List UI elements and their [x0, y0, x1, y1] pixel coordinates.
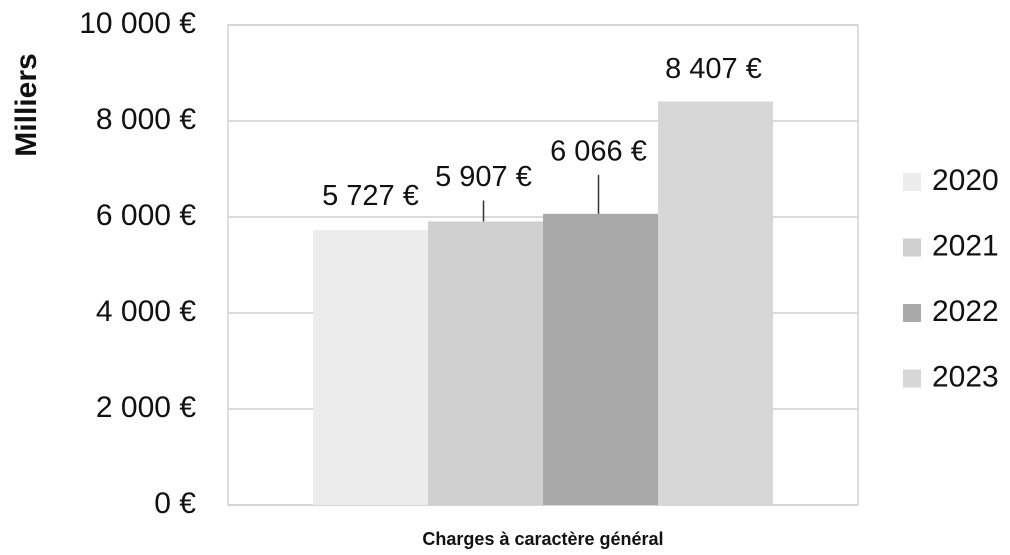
bar [543, 213, 658, 505]
y-tick-label: 4 000 € [96, 295, 196, 328]
value-label: 5 907 € [435, 161, 532, 193]
bar [313, 230, 428, 505]
legend-swatch [903, 369, 921, 388]
y-tick-label: 0 € [154, 487, 196, 520]
bar [658, 101, 773, 506]
legend-swatch [903, 173, 921, 191]
y-tick-label: 10 000 € [79, 7, 196, 40]
legend-swatch [903, 238, 921, 257]
legend-label: 2021 [932, 229, 999, 262]
y-tick-label: 8 000 € [96, 103, 196, 136]
x-tick-label: Charges à caractère général [422, 529, 663, 549]
y-axis-label: Milliers [10, 53, 43, 156]
y-tick-label: 2 000 € [96, 391, 196, 424]
legend-label: 2023 [932, 360, 999, 393]
legend-label: 2020 [932, 164, 999, 197]
bar [428, 221, 543, 506]
legend-swatch [903, 304, 921, 322]
legend-label: 2022 [932, 295, 999, 328]
value-label: 5 727 € [322, 180, 419, 212]
y-tick-label: 6 000 € [96, 199, 196, 232]
value-label: 6 066 € [550, 135, 647, 167]
value-label: 8 407 € [665, 53, 762, 85]
